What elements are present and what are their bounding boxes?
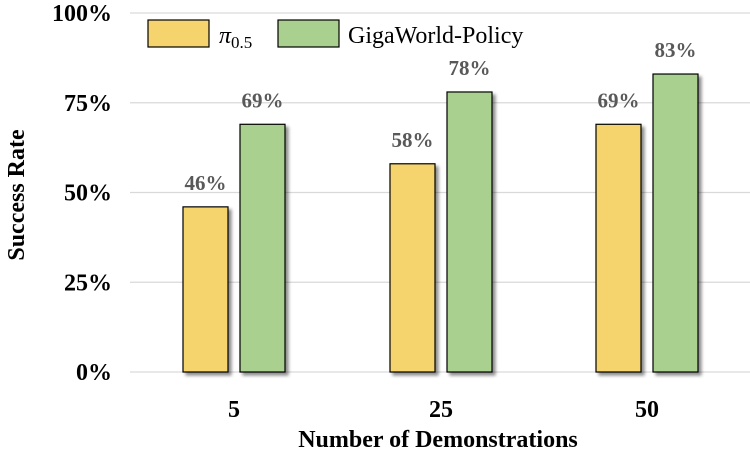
- y-axis-label: Success Rate: [4, 129, 30, 261]
- bar-series0-5: [182, 206, 229, 373]
- x-tick-label: 50: [635, 397, 659, 423]
- bar-value-labels: 46% 69% 58% 78% 69% 83%: [185, 38, 697, 195]
- bars: [182, 73, 699, 373]
- x-tick-label: 5: [228, 397, 240, 423]
- legend: π0.5 GigaWorld-Policy: [147, 19, 523, 52]
- bar-series0-25: [389, 163, 436, 373]
- bar-series1-25: [446, 91, 493, 373]
- bar-value-label: 69%: [598, 88, 640, 112]
- y-tick-label: 100%: [52, 1, 112, 27]
- legend-label-pi-main: π: [219, 23, 232, 49]
- legend-label-pi: π0.5: [219, 23, 252, 52]
- bar-value-label: 46%: [185, 171, 227, 195]
- x-axis-label: Number of Demonstrations: [298, 427, 578, 453]
- legend-swatch-gigaworld: [277, 19, 340, 48]
- x-tick-label: 25: [429, 397, 453, 423]
- legend-swatch-pi: [147, 19, 210, 48]
- bar-series0-50: [595, 123, 642, 373]
- bar-series1-50: [652, 73, 699, 373]
- x-axis-ticks: 5 25 50: [228, 397, 659, 423]
- bar-value-label: 58%: [392, 128, 434, 152]
- legend-label-gigaworld: GigaWorld-Policy: [348, 23, 523, 49]
- y-tick-label: 75%: [64, 91, 112, 117]
- legend-label-pi-sub: 0.5: [231, 33, 252, 52]
- bar-value-label: 83%: [655, 38, 697, 62]
- y-axis-ticks: 0% 25% 50% 75% 100%: [52, 1, 112, 386]
- bar-value-label: 78%: [449, 56, 491, 80]
- y-tick-label: 0%: [76, 360, 112, 386]
- bar-series1-5: [239, 123, 286, 373]
- bar-value-label: 69%: [242, 88, 284, 112]
- y-tick-label: 50%: [64, 181, 112, 207]
- gridlines: [130, 12, 750, 373]
- y-tick-label: 25%: [64, 270, 112, 296]
